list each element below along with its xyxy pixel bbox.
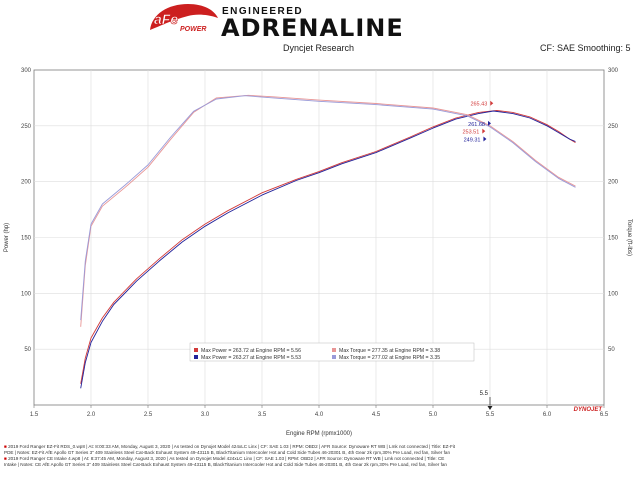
x-tick-label: 3.0: [201, 412, 210, 418]
series-line-power-run1: [80, 110, 576, 384]
x-tick-label: 1.5: [30, 412, 39, 418]
dyno-source-label: Dyncjet Research: [283, 43, 355, 53]
dynojet-watermark: DYNOJET: [574, 407, 604, 413]
peak-annotation-label: 261.68: [468, 122, 485, 128]
y-tick-label-left: 100: [21, 291, 32, 297]
y-tick-label-right: 50: [608, 347, 615, 353]
series-line-torque-run1: [80, 94, 576, 327]
engineered-text: ENGINEERED: [222, 6, 303, 17]
adrenaline-text: ADRENALINE: [221, 14, 404, 42]
peak-annotation-label: 253.51: [462, 130, 479, 136]
legend-item: Max Power = 263.72 at Engine RPM = 5.56: [201, 348, 301, 354]
run2-info-text: 2019 Ford Ranger CE Intake 4.wp8 | At: 8…: [8, 456, 445, 461]
run1-notes-line: PDE | Notes: EZ-Fit AfE Apollo GT Series…: [4, 450, 451, 455]
header-banner: aFe POWER ENGINEERED ADRENALINE: [0, 0, 640, 42]
run2-marker-icon: ■: [4, 456, 9, 461]
dyno-chart: 1.5 2.0 2.5 3.0 3.5 4.0 4.5 5.0 5.5 6.0 6.5 50 100 15…: [4, 68, 632, 437]
x-tick-label: 2.5: [144, 412, 153, 418]
legend-swatch: [194, 355, 198, 359]
cursor-arrow-icon: [487, 406, 493, 410]
legend-swatch: [332, 348, 336, 352]
run2-notes-line: Intake | Notes: CE AfE Apollo GT Series …: [4, 462, 447, 467]
axis-ticks: 1.5 2.0 2.5 3.0 3.5 4.0 4.5 5.0 5.5 6.0 6.5 50 100 15…: [21, 68, 619, 418]
y-tick-label-left: 150: [21, 236, 32, 242]
x-tick-label: 4.0: [315, 412, 324, 418]
legend: Max Power = 263.72 at Engine RPM = 5.56 M…: [189, 342, 475, 362]
grid-lines: [34, 70, 604, 405]
x-axis-label: Engine RPM (rpmx1000): [286, 431, 352, 437]
correction-label: CF: SAE Smoothing: 5: [540, 43, 631, 53]
series-group: [80, 94, 576, 389]
x-tick-label: 5.5: [486, 412, 495, 418]
peak-marker-icon: [482, 128, 486, 134]
run1-info-text: 2019 Ford Ranger EZ-Fit RDS_0.wp8 | At: …: [8, 444, 456, 449]
cursor-label: 5.5: [480, 391, 489, 397]
afe-logo: aFe POWER: [150, 4, 218, 33]
x-tick-label: 6.0: [543, 412, 552, 418]
legend-swatch: [332, 355, 336, 359]
y-tick-label-right: 100: [608, 291, 619, 297]
run1-info-line: ■ 2019 Ford Ranger EZ-Fit RDS_0.wp8 | At…: [4, 444, 638, 450]
legend-item: Max Power = 263.27 at Engine RPM = 5.53: [201, 355, 301, 361]
peak-marker-icon: [488, 120, 491, 126]
y-tick-label-left: 250: [21, 124, 32, 130]
x-tick-label: 6.5: [600, 412, 609, 418]
x-tick-label: 5.0: [429, 412, 438, 418]
peak-marker-icon: [490, 100, 494, 106]
y-tick-label-right: 150: [608, 236, 619, 242]
y-axis-label-right: Torque (ft-lbs): [626, 219, 632, 256]
legend-swatch: [194, 348, 198, 352]
legend-item: Max Torque = 277.35 at Engine RPM = 3.38: [339, 348, 440, 354]
peak-annotation-label: 249.31: [464, 137, 481, 143]
run-notes: ■ 2019 Ford Ranger EZ-Fit RDS_0.wp8 | At…: [4, 444, 638, 468]
peak-marker-icon: [483, 136, 487, 142]
peak-annotation-label: 265.43: [470, 102, 487, 108]
y-tick-label-left: 200: [21, 180, 32, 186]
x-tick-label: 2.0: [87, 412, 96, 418]
run1-marker-icon: ■: [4, 444, 9, 449]
y-tick-label-right: 300: [608, 68, 619, 74]
power-logo-text: POWER: [180, 26, 206, 33]
y-tick-label-left: 50: [24, 347, 31, 353]
series-line-torque-run2: [80, 95, 576, 321]
y-tick-label-right: 200: [608, 180, 619, 186]
y-tick-label-right: 250: [608, 124, 619, 130]
y-axis-label-left: Power (hp): [4, 223, 10, 252]
x-tick-label: 3.5: [258, 412, 267, 418]
afe-logo-text: aFe: [154, 11, 178, 27]
legend-item: Max Torque = 277.02 at Engine RPM = 3.35: [339, 355, 440, 361]
y-tick-label-left: 300: [21, 68, 32, 74]
run2-info-line: ■ 2019 Ford Ranger CE Intake 4.wp8 | At:…: [4, 456, 638, 462]
brand-banner: aFe POWER ENGINEERED ADRENALINE: [150, 4, 404, 42]
series-line-power-run2: [80, 110, 576, 389]
x-tick-label: 4.5: [372, 412, 381, 418]
rpm-cursor: 5.5: [480, 391, 493, 410]
